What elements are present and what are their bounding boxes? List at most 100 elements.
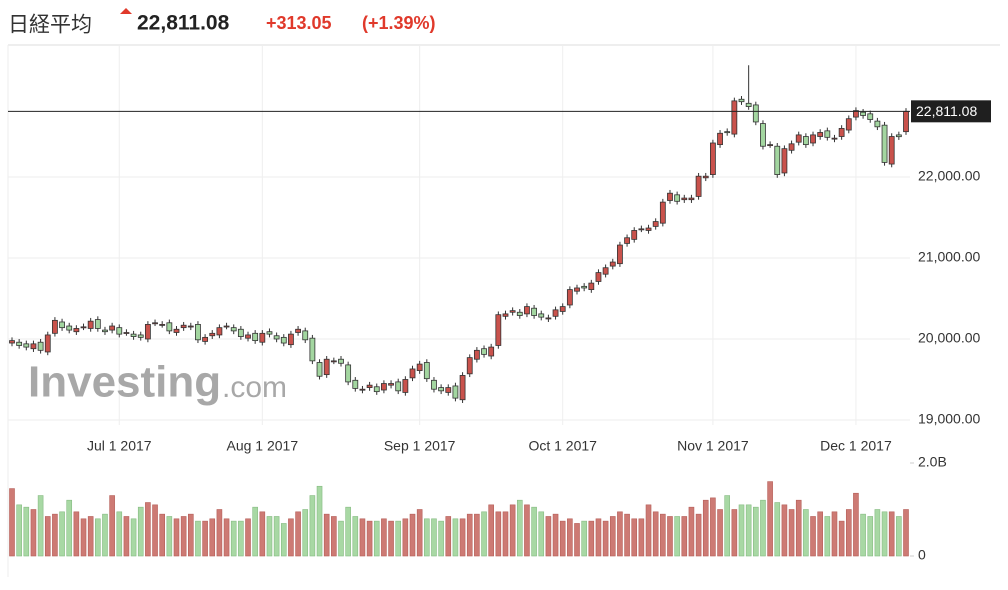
last-price: 22,811.08 bbox=[137, 12, 230, 35]
volume-bar bbox=[245, 518, 251, 557]
candle-body bbox=[445, 387, 452, 393]
candle-body bbox=[187, 325, 194, 328]
volume-bar bbox=[495, 511, 502, 557]
candle-body bbox=[345, 364, 352, 383]
y-tick-label: 21,000.00 bbox=[918, 249, 980, 265]
volume-bar bbox=[702, 499, 709, 557]
volume-bar bbox=[416, 509, 423, 557]
volume-bar bbox=[80, 518, 87, 557]
volume-bar bbox=[745, 504, 752, 557]
candle-body bbox=[216, 327, 223, 336]
volume-bar bbox=[874, 509, 881, 557]
volume-bar bbox=[216, 509, 223, 557]
volume-bar bbox=[130, 518, 137, 557]
candle-body bbox=[645, 227, 652, 231]
candle-body bbox=[144, 324, 151, 340]
volume-bar bbox=[431, 518, 437, 557]
candle-body bbox=[402, 379, 409, 393]
candle-body bbox=[395, 381, 402, 392]
candle-body bbox=[552, 309, 559, 317]
candle-body bbox=[116, 327, 123, 335]
candle-body bbox=[280, 336, 287, 344]
volume-bar bbox=[845, 509, 852, 557]
volume-bar bbox=[853, 492, 859, 557]
candle-body bbox=[760, 123, 766, 147]
volume-bar bbox=[59, 511, 65, 557]
volume-bar bbox=[774, 502, 781, 557]
candle-body bbox=[695, 175, 702, 197]
candle-body bbox=[466, 357, 473, 375]
candle-body bbox=[30, 343, 37, 350]
candle-body bbox=[416, 363, 423, 371]
volume-bar bbox=[44, 516, 51, 557]
candle-body bbox=[44, 334, 51, 353]
volume-bar bbox=[323, 513, 330, 557]
candle-body bbox=[452, 385, 459, 399]
candle-body bbox=[702, 175, 709, 179]
candle-body bbox=[373, 386, 380, 393]
candle-body bbox=[731, 100, 738, 135]
volume-bar bbox=[381, 518, 387, 557]
candle-body bbox=[724, 131, 731, 134]
candle-body bbox=[574, 287, 580, 292]
price-change: +313.05 bbox=[266, 13, 332, 33]
volume-bar bbox=[345, 506, 351, 557]
candle-body bbox=[66, 325, 73, 331]
volume-bar bbox=[753, 506, 759, 557]
volume-bar bbox=[359, 518, 366, 557]
volume-bar bbox=[595, 518, 602, 557]
volume-bar bbox=[559, 520, 566, 557]
volume-bar bbox=[223, 518, 230, 557]
volume-bar bbox=[502, 511, 509, 557]
candle-body bbox=[102, 329, 108, 333]
instrument-name: 日経平均 bbox=[8, 14, 92, 37]
volume-bar bbox=[631, 518, 638, 557]
volume-bar bbox=[459, 518, 466, 557]
volume-bar bbox=[896, 516, 902, 557]
candle-body bbox=[137, 334, 144, 338]
candle-body bbox=[531, 307, 537, 316]
volume-bar bbox=[795, 499, 802, 557]
volume-bar bbox=[903, 509, 909, 557]
volume-bar bbox=[817, 511, 823, 557]
candle-body bbox=[566, 289, 573, 306]
candle-body bbox=[237, 328, 244, 337]
last-price-tag bbox=[911, 100, 991, 123]
candle-body bbox=[473, 349, 480, 360]
candle-body bbox=[795, 134, 802, 143]
volume-bar bbox=[760, 499, 766, 557]
candle-body bbox=[80, 326, 87, 329]
volume-bar bbox=[438, 520, 444, 557]
candle-body bbox=[688, 197, 695, 201]
candle-body bbox=[516, 311, 523, 316]
candle-body bbox=[52, 319, 58, 334]
candle-body bbox=[545, 317, 552, 320]
candle-body bbox=[37, 341, 44, 351]
volume-bar bbox=[145, 502, 151, 557]
candle-body bbox=[409, 368, 416, 379]
candle-body bbox=[853, 110, 859, 118]
candle-body bbox=[259, 332, 266, 343]
volume-bar bbox=[116, 511, 123, 557]
volume-bar bbox=[731, 509, 738, 557]
candle-body bbox=[266, 331, 273, 335]
candle-body bbox=[874, 120, 881, 128]
volume-bar bbox=[9, 488, 15, 557]
volume-bar bbox=[331, 516, 337, 557]
volume-bar bbox=[252, 506, 258, 557]
volume-bar bbox=[30, 509, 37, 557]
candle-body bbox=[209, 332, 216, 337]
candle-body bbox=[252, 332, 259, 342]
volume-bar bbox=[688, 506, 695, 557]
candle-body bbox=[16, 341, 23, 346]
candle-body bbox=[230, 327, 237, 332]
candle-body bbox=[745, 102, 752, 107]
volume-bar bbox=[738, 504, 745, 557]
candle-body bbox=[295, 328, 301, 333]
volume-bar bbox=[424, 518, 430, 557]
volume-tick-label: 2.0B bbox=[918, 454, 947, 470]
volume-bar bbox=[581, 520, 587, 557]
volume-bar bbox=[273, 516, 280, 557]
candle-body bbox=[867, 113, 874, 120]
volume-bar bbox=[474, 513, 480, 557]
